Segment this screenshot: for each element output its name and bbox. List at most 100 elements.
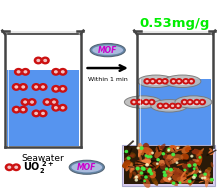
Ellipse shape: [170, 79, 195, 85]
Ellipse shape: [156, 157, 159, 161]
Ellipse shape: [151, 171, 156, 174]
Circle shape: [31, 109, 41, 117]
Circle shape: [24, 70, 27, 74]
Ellipse shape: [182, 146, 191, 154]
Ellipse shape: [135, 160, 143, 167]
Ellipse shape: [208, 179, 213, 183]
Ellipse shape: [169, 148, 183, 150]
Ellipse shape: [181, 99, 206, 106]
Circle shape: [43, 59, 47, 62]
Ellipse shape: [138, 163, 148, 169]
Ellipse shape: [142, 143, 150, 155]
Circle shape: [51, 85, 61, 93]
Circle shape: [170, 168, 172, 171]
Circle shape: [145, 101, 148, 103]
Circle shape: [20, 98, 30, 106]
Circle shape: [14, 85, 18, 89]
Circle shape: [54, 87, 58, 91]
Ellipse shape: [133, 173, 143, 179]
Circle shape: [172, 182, 175, 184]
Circle shape: [190, 80, 193, 83]
Circle shape: [171, 105, 174, 107]
Circle shape: [54, 70, 58, 74]
Ellipse shape: [122, 162, 134, 168]
Ellipse shape: [174, 158, 176, 162]
Circle shape: [163, 80, 167, 83]
Circle shape: [149, 78, 156, 84]
Ellipse shape: [154, 181, 158, 184]
Ellipse shape: [171, 154, 183, 160]
Circle shape: [12, 106, 21, 114]
Polygon shape: [139, 79, 211, 146]
Ellipse shape: [146, 167, 150, 172]
Circle shape: [164, 105, 167, 107]
Ellipse shape: [139, 146, 144, 156]
Ellipse shape: [149, 161, 157, 172]
Ellipse shape: [208, 172, 211, 177]
Ellipse shape: [169, 148, 184, 151]
Ellipse shape: [72, 162, 102, 172]
Ellipse shape: [183, 164, 189, 173]
Text: Seawater: Seawater: [22, 154, 64, 163]
Circle shape: [51, 68, 61, 76]
Ellipse shape: [139, 153, 143, 165]
Ellipse shape: [196, 150, 203, 155]
Circle shape: [201, 101, 204, 103]
Ellipse shape: [124, 96, 161, 108]
Circle shape: [156, 103, 164, 109]
Ellipse shape: [147, 170, 151, 177]
Ellipse shape: [164, 170, 173, 177]
Circle shape: [188, 165, 191, 167]
Circle shape: [157, 163, 158, 164]
Circle shape: [191, 155, 193, 157]
Ellipse shape: [160, 163, 166, 170]
Circle shape: [182, 78, 189, 84]
Circle shape: [146, 164, 148, 166]
Ellipse shape: [158, 144, 165, 152]
Ellipse shape: [205, 169, 211, 173]
Circle shape: [193, 176, 195, 179]
Ellipse shape: [138, 143, 143, 153]
Circle shape: [61, 87, 65, 91]
Ellipse shape: [185, 174, 194, 180]
Circle shape: [5, 163, 14, 171]
Circle shape: [54, 106, 58, 109]
Circle shape: [41, 112, 45, 115]
Polygon shape: [7, 70, 79, 146]
Ellipse shape: [177, 163, 184, 166]
Ellipse shape: [146, 164, 152, 170]
Circle shape: [143, 78, 151, 84]
Ellipse shape: [192, 150, 200, 156]
Circle shape: [181, 99, 188, 105]
Ellipse shape: [207, 177, 214, 181]
Circle shape: [138, 101, 141, 103]
Circle shape: [162, 153, 165, 155]
Ellipse shape: [211, 162, 213, 167]
Circle shape: [14, 166, 18, 169]
Circle shape: [158, 80, 161, 83]
Ellipse shape: [184, 174, 187, 179]
Circle shape: [204, 173, 206, 175]
Ellipse shape: [192, 159, 199, 162]
Circle shape: [179, 182, 181, 183]
Circle shape: [169, 178, 171, 180]
Ellipse shape: [164, 75, 201, 88]
Ellipse shape: [187, 163, 191, 166]
Ellipse shape: [166, 173, 173, 176]
Ellipse shape: [180, 170, 187, 179]
Ellipse shape: [187, 160, 195, 167]
Ellipse shape: [192, 149, 199, 154]
Ellipse shape: [169, 158, 179, 164]
Circle shape: [12, 83, 21, 91]
Ellipse shape: [137, 176, 141, 180]
Ellipse shape: [177, 177, 184, 182]
Circle shape: [178, 80, 181, 83]
Ellipse shape: [165, 159, 170, 167]
Circle shape: [135, 179, 138, 181]
Ellipse shape: [145, 150, 151, 162]
Ellipse shape: [208, 151, 214, 155]
Ellipse shape: [151, 100, 188, 112]
Ellipse shape: [170, 180, 178, 186]
Circle shape: [145, 155, 147, 156]
Circle shape: [170, 78, 177, 84]
